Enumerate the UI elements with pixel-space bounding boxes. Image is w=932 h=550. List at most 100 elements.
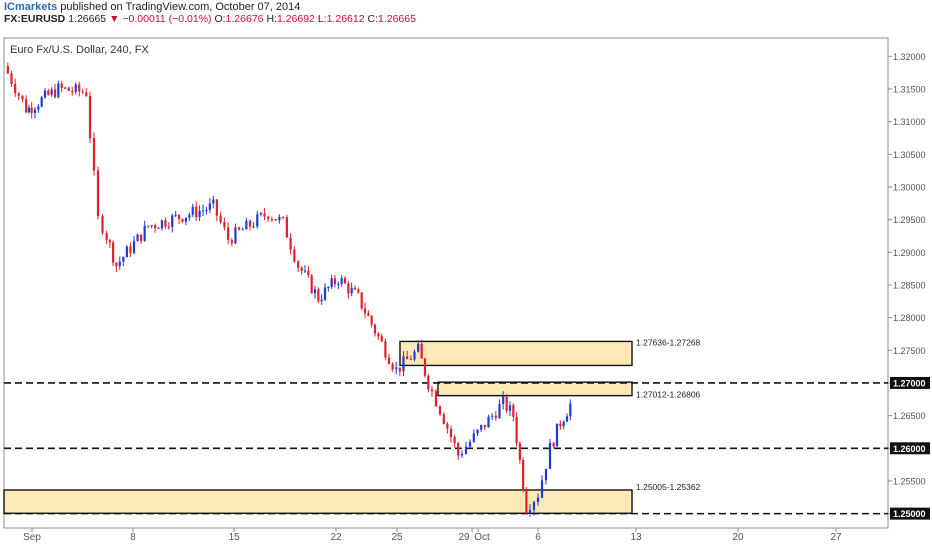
price-tick-label: 1.25500 bbox=[893, 476, 926, 486]
candle-body bbox=[350, 287, 353, 294]
candle-body bbox=[323, 287, 327, 300]
candle-body bbox=[525, 490, 528, 513]
candle-body bbox=[14, 83, 17, 94]
candle-body bbox=[472, 433, 475, 442]
candle-body bbox=[105, 233, 108, 241]
candle-body bbox=[453, 437, 456, 444]
candle-body bbox=[25, 99, 28, 113]
candle-body bbox=[343, 278, 347, 284]
zone-box[interactable] bbox=[399, 340, 633, 367]
candle-body bbox=[317, 289, 320, 302]
close-value: 1.26665 bbox=[377, 13, 416, 25]
candle-body bbox=[10, 73, 13, 84]
plot-frame bbox=[3, 37, 889, 529]
candle-body bbox=[559, 423, 562, 427]
candle-body bbox=[289, 237, 292, 250]
price-change: −0.00011 (−0.01%) bbox=[122, 13, 212, 25]
candle-body bbox=[205, 209, 208, 211]
candle-body bbox=[198, 210, 201, 218]
candle-body bbox=[115, 262, 118, 267]
candle-body bbox=[303, 270, 307, 272]
low-label: L: bbox=[317, 13, 327, 25]
time-tick-label: 15 bbox=[228, 532, 240, 543]
candle-body bbox=[230, 240, 233, 244]
candle-body bbox=[252, 226, 255, 228]
candle-body bbox=[430, 389, 434, 392]
candle-body bbox=[282, 216, 285, 218]
candle-body bbox=[245, 220, 248, 230]
candle-body bbox=[201, 210, 205, 212]
time-tick-label: Sep bbox=[23, 532, 41, 543]
zone-label: 1.27012-1.26806 bbox=[636, 390, 701, 400]
candle-body bbox=[150, 225, 153, 227]
candle-body bbox=[241, 229, 244, 231]
candle-body bbox=[476, 429, 479, 434]
candle-body bbox=[377, 333, 380, 337]
price-tick-label: 1.26500 bbox=[893, 411, 926, 421]
candle-body bbox=[536, 497, 540, 503]
chart-title: Euro Fx/U.S. Dollar, 240, FX bbox=[10, 44, 149, 56]
candle-body bbox=[274, 219, 277, 221]
candle-body bbox=[208, 203, 211, 210]
candle-body bbox=[33, 109, 37, 113]
candle-body bbox=[544, 468, 548, 481]
candle-body bbox=[363, 308, 367, 314]
candle-body bbox=[237, 227, 241, 230]
symbol-label[interactable]: FX:EURUSD bbox=[4, 13, 66, 25]
candle-body bbox=[219, 215, 222, 223]
candle-body bbox=[460, 453, 464, 456]
candle-body bbox=[164, 220, 167, 227]
low-value: 1.26612 bbox=[326, 13, 365, 25]
candle-body bbox=[457, 443, 460, 456]
candle-body bbox=[85, 92, 88, 97]
time-tick-label: 20 bbox=[732, 532, 744, 543]
candle-body bbox=[234, 227, 237, 244]
candle-body bbox=[528, 509, 532, 513]
candle-body bbox=[129, 246, 132, 253]
candle-body bbox=[101, 216, 104, 234]
price-tick-label: 1.29500 bbox=[893, 215, 926, 225]
candle-body bbox=[140, 234, 143, 241]
supply-demand-zones: 1.27636-1.27268 1.27012-1.26806 1.25005-1.… bbox=[3, 337, 701, 515]
candle-body bbox=[406, 356, 409, 360]
open-label: O: bbox=[214, 13, 226, 25]
candle-body bbox=[505, 395, 508, 411]
price-tick-label: 1.28000 bbox=[893, 313, 926, 323]
zone-label: 1.27636-1.27268 bbox=[636, 337, 701, 347]
candle-body bbox=[30, 107, 33, 113]
time-axis[interactable]: Sep 8 15 22 25 29 Oct 6 13 20 27 bbox=[23, 528, 842, 543]
candle-body bbox=[132, 241, 136, 253]
candle-body bbox=[191, 206, 194, 215]
candle-body bbox=[285, 217, 288, 238]
high-label: H: bbox=[266, 13, 277, 25]
candle-body bbox=[81, 91, 84, 93]
price-tick-label: 1.30000 bbox=[893, 182, 926, 192]
candle-body bbox=[310, 275, 313, 294]
price-axis[interactable]: 1.32000 1.31500 1.31000 1.30500 1.30000 1.295… bbox=[888, 52, 930, 520]
candle-body bbox=[398, 367, 401, 372]
candle-body bbox=[409, 359, 412, 361]
candle-body bbox=[434, 391, 438, 407]
price-tick-label: 1.29000 bbox=[893, 248, 926, 258]
zone-label: 1.25005-1.25362 bbox=[636, 482, 701, 492]
open-value: 1.26676 bbox=[225, 13, 264, 25]
time-tick-label: 29 bbox=[458, 532, 470, 543]
price-tick-label: 1.31000 bbox=[893, 117, 926, 127]
candle-body bbox=[293, 249, 296, 262]
time-tick-label: 6 bbox=[535, 532, 541, 543]
price-tag-bg bbox=[890, 442, 930, 455]
high-value: 1.26692 bbox=[276, 13, 315, 25]
candle-body bbox=[540, 480, 544, 498]
publisher-brand[interactable]: ICmarkets bbox=[4, 1, 58, 13]
candle-body bbox=[215, 199, 218, 216]
candle-body bbox=[167, 226, 170, 228]
time-tick-label: 27 bbox=[830, 532, 842, 543]
candle-body bbox=[307, 270, 310, 276]
price-tick-label: 1.32000 bbox=[893, 52, 926, 62]
zone-box[interactable] bbox=[437, 381, 633, 397]
candle-body bbox=[195, 206, 198, 218]
candle-body bbox=[370, 315, 373, 325]
candle-body bbox=[88, 96, 92, 138]
candle-body bbox=[188, 214, 191, 218]
